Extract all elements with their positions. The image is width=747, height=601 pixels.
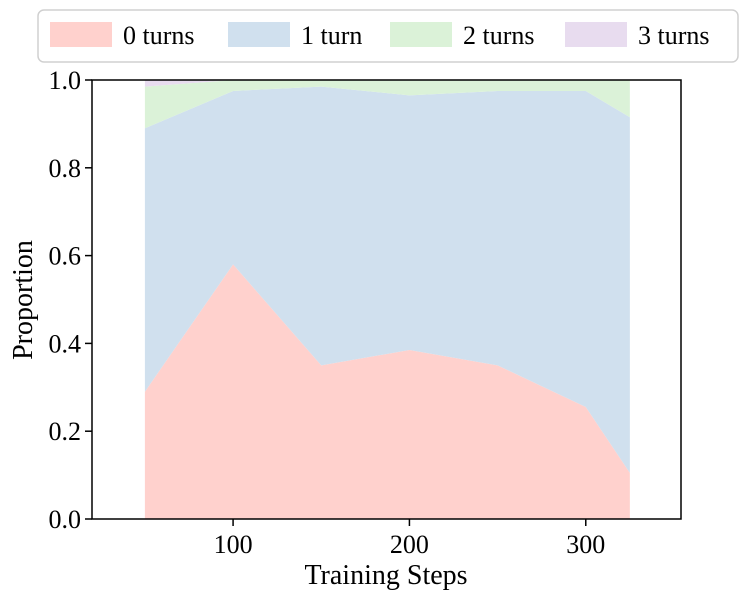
y-axis: 0.0 0.2 0.4 0.6 0.8 1.0 <box>49 66 92 534</box>
x-axis: 100 200 300 <box>214 519 605 559</box>
y-tick-label-5: 1.0 <box>49 66 82 95</box>
x-tick-label-1: 200 <box>390 530 429 559</box>
x-tick-label-2: 300 <box>566 530 605 559</box>
area-series-2 <box>144 80 630 129</box>
legend-label-1: 1 turn <box>301 21 362 50</box>
legend-item-2: 2 turns <box>390 21 535 50</box>
legend-label-2: 2 turns <box>463 21 535 50</box>
legend-item-1: 1 turn <box>228 21 362 50</box>
legend-swatch-3 <box>565 22 627 47</box>
plot-frame <box>91 79 682 520</box>
y-tick-label-1: 0.2 <box>49 417 82 446</box>
y-tick-label-4: 0.8 <box>49 154 82 183</box>
y-axis-label: Proportion <box>8 240 39 360</box>
legend-label-3: 3 turns <box>638 21 710 50</box>
plot-area: 0.0 0.2 0.4 0.6 0.8 1.0 100 200 300 <box>49 66 682 559</box>
legend-frame <box>37 9 739 63</box>
area-series-1 <box>144 86 630 473</box>
area-series-0 <box>144 264 630 519</box>
legend-swatch-1 <box>228 22 290 47</box>
legend-item-0: 0 turns <box>50 21 195 50</box>
y-tick-label-2: 0.4 <box>49 329 82 358</box>
legend-swatch-0 <box>50 22 112 47</box>
legend-label-0: 0 turns <box>123 21 195 50</box>
legend-item-3: 3 turns <box>565 21 710 50</box>
legend: 0 turns 1 turn 2 turns 3 turns <box>37 9 739 63</box>
x-tick-label-0: 100 <box>214 530 253 559</box>
y-tick-label-3: 0.6 <box>49 242 82 271</box>
x-axis-label: Training Steps <box>304 560 467 591</box>
y-tick-label-0: 0.0 <box>49 505 82 534</box>
legend-swatch-2 <box>390 22 452 47</box>
